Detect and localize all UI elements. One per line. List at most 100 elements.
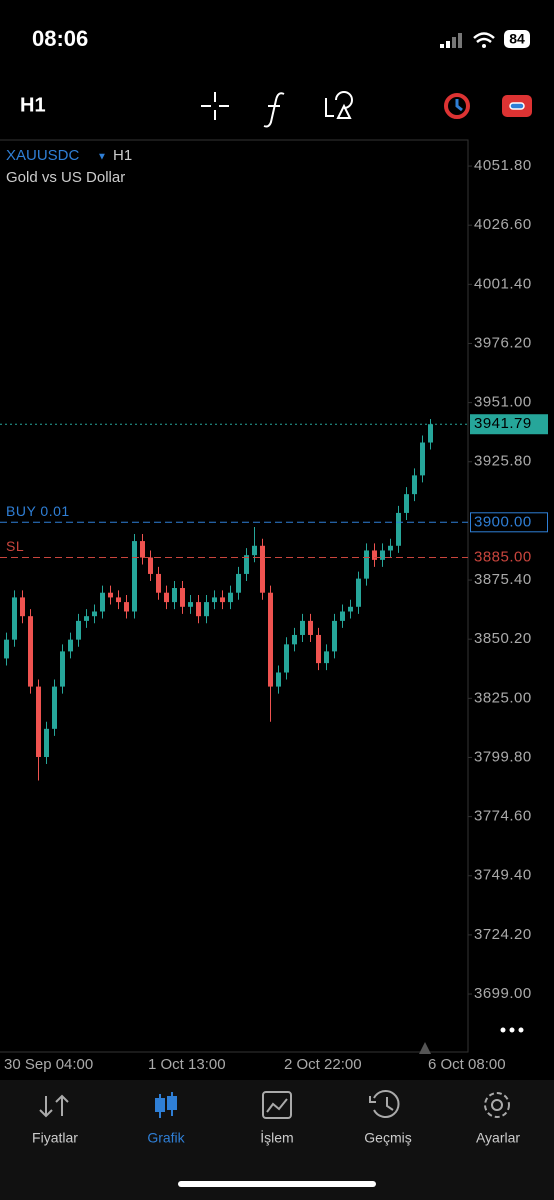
candle-body [156,573,161,593]
candle-body [4,639,9,659]
candle-body [308,620,313,635]
candle-body [172,588,177,603]
y-tick-label: 4026.60 [474,216,532,233]
candle-body [180,588,185,607]
symbol-dropdown[interactable]: ▼ [97,152,107,163]
candle-body [268,592,273,687]
y-tick-label: 3774.60 [474,808,532,825]
nav-item[interactable]: İşlem [260,1129,293,1146]
candle-body [132,541,137,612]
candle-body [388,545,393,551]
candle-body [36,686,41,757]
y-tick-label: 3850.20 [474,630,532,647]
candle-body [164,592,169,603]
candle-body [252,545,257,556]
candle-body [404,494,409,513]
x-tick-label: 30 Sep 04:00 [4,1056,93,1073]
y-tick-label: 3749.40 [474,867,532,884]
candle-body [92,611,97,617]
status-time: 08:06 [32,26,88,51]
candle-body [316,634,321,664]
nav-bar [0,1080,554,1200]
nav-item[interactable]: Fiyatlar [32,1130,78,1146]
chart-frame [0,139,469,1053]
candle-body [220,597,225,603]
candle-body [428,424,433,443]
candle-body [20,597,25,617]
x-tick-label: 1 Oct 13:00 [148,1056,226,1073]
candle-body [284,644,289,673]
timeframe-button[interactable]: H1 [20,94,46,116]
status-icons [440,30,530,48]
level-label: 3941.79 [474,415,532,432]
candle-body [260,545,265,593]
more-button[interactable] [500,1027,524,1033]
level-label: 3885.00 [474,548,532,565]
level-badge [470,414,548,435]
nav-icons [39,1090,510,1119]
candle-body [116,597,121,603]
candle-body [212,597,217,603]
y-tick-label: 3875.40 [474,571,532,588]
battery: 84 [509,31,525,47]
candle-body [44,728,49,757]
level-name: SL [6,538,24,554]
candle-body [324,651,329,664]
candle-body [100,592,105,612]
nav-item[interactable]: Ayarlar [476,1130,520,1146]
period-marker [419,1042,431,1054]
candle-body [340,611,345,621]
candle-body [300,620,305,635]
nav-item[interactable]: Geçmiş [364,1130,411,1146]
level-label: 3900.00 [474,513,532,530]
candle-body [372,550,377,560]
y-tick-label: 3699.00 [474,985,532,1002]
candle-body [108,592,113,598]
candle-body [52,686,57,729]
candle-body [28,616,33,687]
candle-body [364,550,369,579]
y-tick-label: 3799.80 [474,748,532,765]
candle-body [396,512,401,546]
candle-body [148,557,153,574]
home-indicator [178,1181,376,1187]
level-name: BUY 0.01 [6,503,70,519]
y-tick-label: 3976.20 [474,334,532,351]
level-badge [470,512,548,533]
candle-body [204,602,209,617]
candle-body [244,555,249,574]
candle-body [420,442,425,476]
y-tick-label: 3724.20 [474,926,532,943]
toolbar-icons[interactable] [201,91,532,128]
y-tick-label: 4051.80 [474,157,532,174]
y-tick-label: 3825.00 [474,689,532,706]
x-tick-label: 2 Oct 22:00 [284,1056,362,1073]
candle-body [412,475,417,495]
candle-body [68,639,73,652]
symbol[interactable]: XAUUSDC [6,147,80,164]
candle-body [332,620,337,652]
candle-body [356,578,361,607]
candle-body [188,602,193,607]
candle-body [292,634,297,645]
y-tick-label: 4001.40 [474,275,532,292]
candle-body [276,672,281,687]
candle-body [228,592,233,603]
y-tick-label: 3925.80 [474,453,532,470]
x-tick-label: 6 Oct 08:00 [428,1056,506,1073]
chart-timeframe: H1 [113,147,132,164]
candle-body [140,541,145,558]
candle-body [60,651,65,687]
candle-body [236,573,241,593]
y-tick-label: 3951.00 [474,394,532,411]
candle-body [380,550,385,560]
candle-body [84,616,89,621]
nav-item[interactable]: Grafik [147,1130,185,1146]
candle-body [196,602,201,617]
subtitle: Gold vs US Dollar [6,169,125,186]
candle-body [76,620,81,640]
candle-body [348,606,353,612]
candle-body [124,602,129,612]
